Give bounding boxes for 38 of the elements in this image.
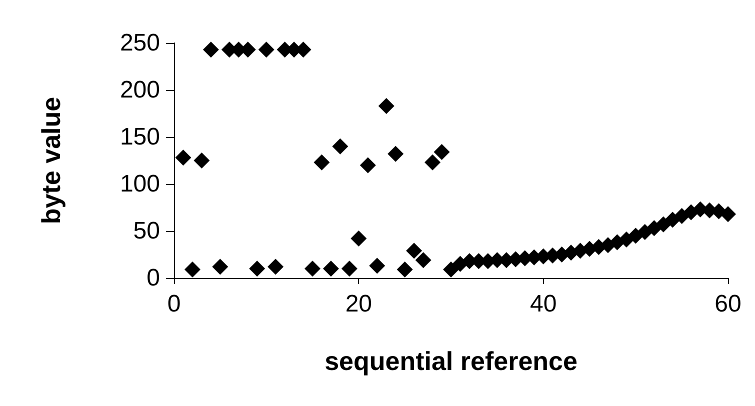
point bbox=[184, 262, 200, 278]
y-axis-title: byte value bbox=[36, 96, 66, 224]
point bbox=[388, 146, 404, 162]
point bbox=[396, 262, 413, 278]
y-tick-label: 250 bbox=[120, 30, 160, 56]
point bbox=[268, 258, 284, 275]
point bbox=[406, 242, 422, 259]
point bbox=[322, 260, 339, 277]
y-tick-label: 50 bbox=[133, 218, 160, 244]
point bbox=[202, 42, 219, 58]
y-tick-label: 200 bbox=[120, 76, 160, 104]
point bbox=[194, 152, 210, 168]
point bbox=[720, 206, 736, 222]
point bbox=[212, 258, 228, 275]
point bbox=[443, 262, 459, 278]
point bbox=[332, 138, 348, 154]
x-tick-label: 40 bbox=[530, 290, 557, 318]
point bbox=[655, 216, 672, 232]
point bbox=[434, 144, 450, 160]
x-tick-label: 60 bbox=[714, 290, 742, 318]
point bbox=[350, 230, 367, 247]
x-tick-label: 20 bbox=[345, 290, 372, 318]
point bbox=[415, 252, 432, 268]
point bbox=[378, 98, 394, 114]
point bbox=[369, 258, 386, 274]
point bbox=[304, 260, 320, 277]
point bbox=[341, 260, 358, 277]
y-tick-label: 150 bbox=[120, 124, 160, 150]
point bbox=[249, 260, 266, 277]
point bbox=[175, 150, 192, 166]
y-tick-label: 0 bbox=[146, 264, 160, 292]
point bbox=[258, 42, 274, 58]
point bbox=[314, 154, 330, 170]
y-tick-label: 100 bbox=[120, 170, 160, 198]
point bbox=[424, 154, 441, 170]
x-tick-label: 0 bbox=[167, 290, 181, 318]
x-axis-title: sequential reference bbox=[324, 346, 578, 376]
point bbox=[360, 157, 376, 174]
